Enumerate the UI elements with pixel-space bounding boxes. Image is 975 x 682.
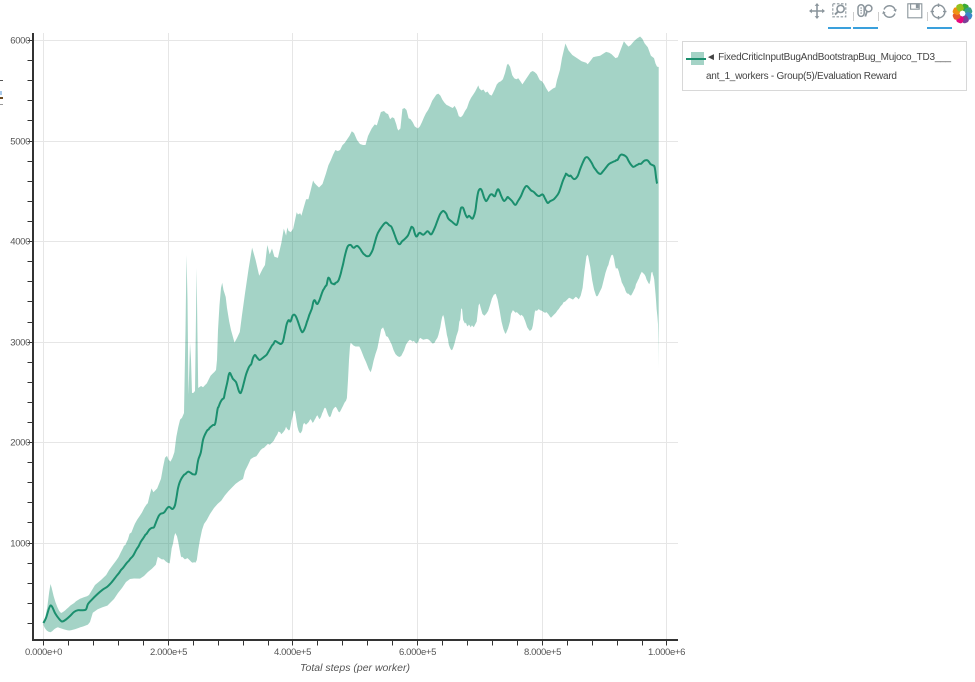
- svg-text:0.000e+0: 0.000e+0: [25, 647, 62, 658]
- svg-text:1.000e+6: 1.000e+6: [648, 647, 685, 658]
- svg-text:5000: 5000: [10, 137, 30, 148]
- svg-text:1000: 1000: [10, 539, 30, 550]
- svg-text:4.000e+5: 4.000e+5: [274, 647, 311, 658]
- svg-text:2.000e+5: 2.000e+5: [150, 647, 187, 658]
- svg-text:Total steps (per worker): Total steps (per worker): [300, 662, 410, 674]
- svg-text:6000: 6000: [10, 36, 30, 47]
- svg-text:4000: 4000: [10, 237, 30, 248]
- svg-text:8.000e+5: 8.000e+5: [524, 647, 561, 658]
- svg-text:2000: 2000: [10, 438, 30, 449]
- svg-text:6.000e+5: 6.000e+5: [399, 647, 436, 658]
- svg-text:3000: 3000: [10, 338, 30, 349]
